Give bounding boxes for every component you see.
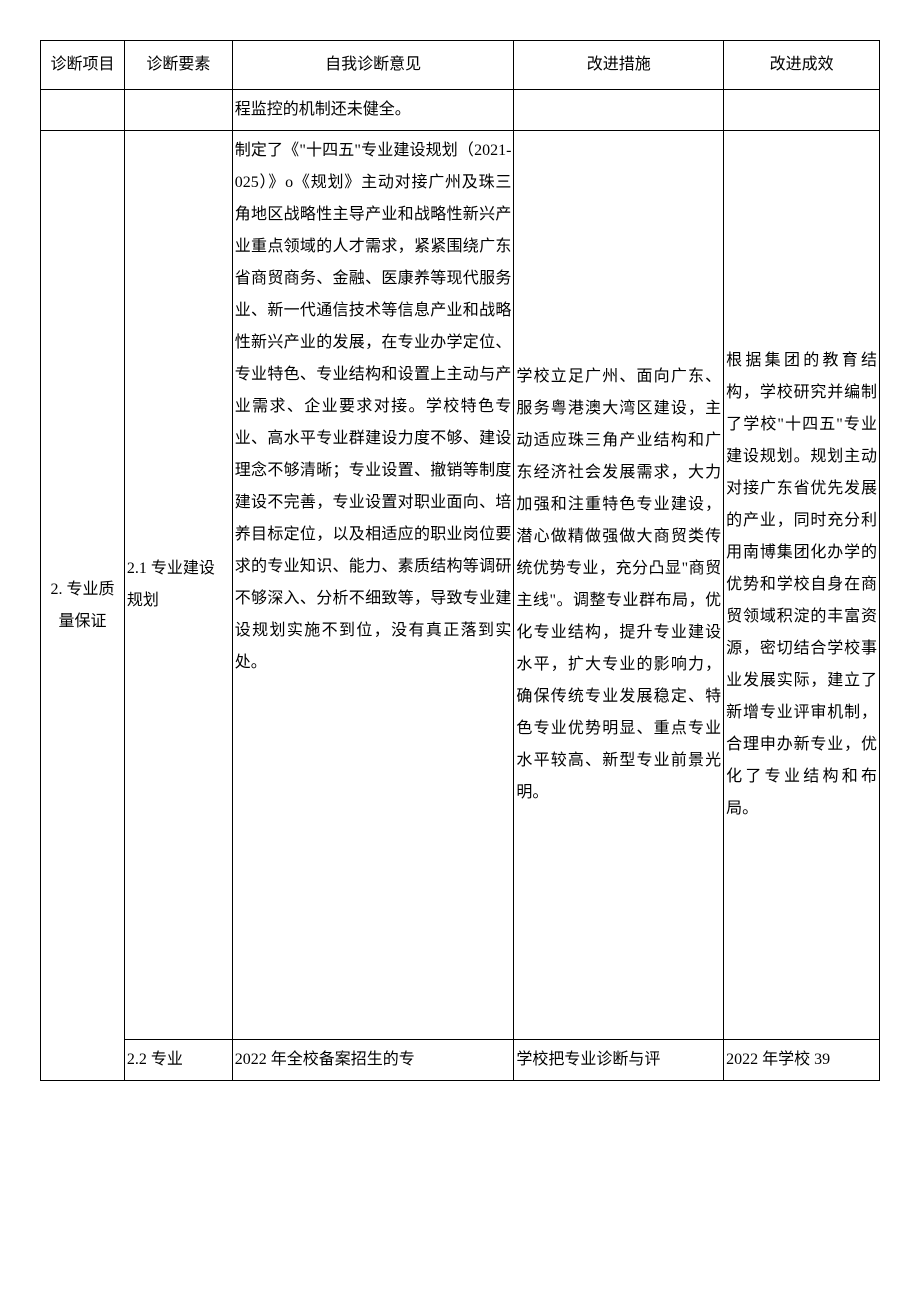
table-row: 2.2 专业 2022 年全校备案招生的专 学校把专业诊断与评 2022 年学校… xyxy=(41,1040,880,1081)
cell-item-empty xyxy=(41,90,125,131)
header-effect: 改进成效 xyxy=(724,41,880,90)
table-header-row: 诊断项目 诊断要素 自我诊断意见 改进措施 改进成效 xyxy=(41,41,880,90)
table-row: 程监控的机制还未健全。 xyxy=(41,90,880,131)
cell-factor-r3: 2.2 专业 xyxy=(124,1040,232,1081)
cell-effect-r3: 2022 年学校 39 xyxy=(724,1040,880,1081)
cell-factor-r2: 2.1 专业建设规划 xyxy=(124,131,232,1040)
header-factor: 诊断要素 xyxy=(124,41,232,90)
diagnosis-table: 诊断项目 诊断要素 自我诊断意见 改进措施 改进成效 程监控的机制还未健全。 2… xyxy=(40,40,880,1081)
header-measure: 改进措施 xyxy=(514,41,724,90)
cell-measure-r2: 学校立足广州、面向广东、服务粤港澳大湾区建设，主动适应珠三角产业结构和广东经济社… xyxy=(514,131,724,1040)
cell-item-r2: 2. 专业质量保证 xyxy=(41,131,125,1081)
cell-factor-empty xyxy=(124,90,232,131)
cell-opinion-r3: 2022 年全校备案招生的专 xyxy=(232,1040,514,1081)
cell-measure-empty xyxy=(514,90,724,131)
cell-opinion-r2: 制定了《"十四五"专业建设规划（2021-025）》o《规划》主动对接广州及珠三… xyxy=(232,131,514,1040)
cell-measure-r3: 学校把专业诊断与评 xyxy=(514,1040,724,1081)
cell-effect-r2: 根据集团的教育结构，学校研究并编制了学校"十四五"专业建设规划。规划主动对接广东… xyxy=(724,131,880,1040)
header-item: 诊断项目 xyxy=(41,41,125,90)
header-opinion: 自我诊断意见 xyxy=(232,41,514,90)
table-row: 2. 专业质量保证 2.1 专业建设规划 制定了《"十四五"专业建设规划（202… xyxy=(41,131,880,1040)
cell-effect-empty xyxy=(724,90,880,131)
cell-opinion-r1: 程监控的机制还未健全。 xyxy=(232,90,514,131)
